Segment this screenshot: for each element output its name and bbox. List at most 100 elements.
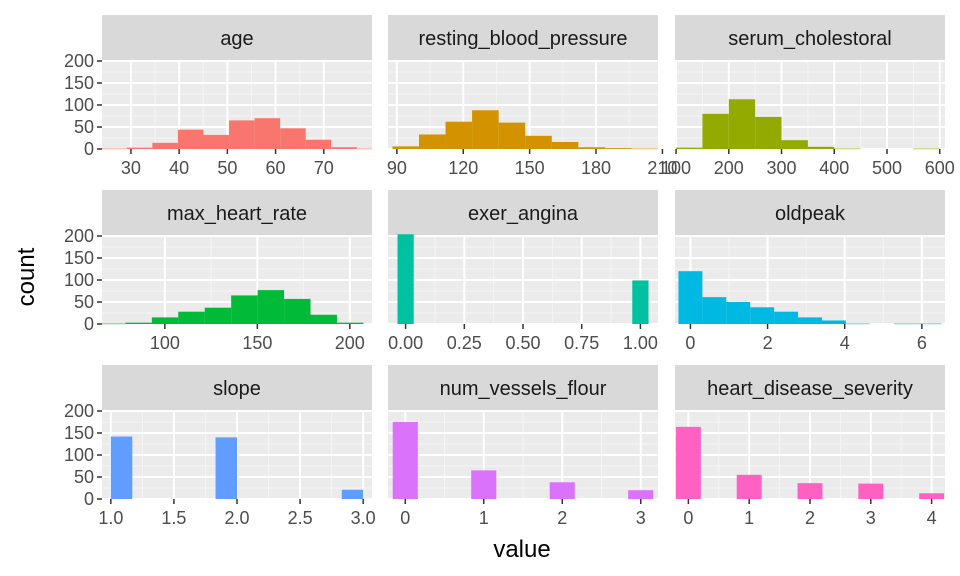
x-tick-label: 400 xyxy=(819,158,849,178)
y-tick-label: 150 xyxy=(64,423,94,443)
panel-serum-cholestoral: serum_cholestoral 100 200 300 400 500 600 xyxy=(661,15,955,178)
x-tick-label: 1 xyxy=(479,508,489,528)
histogram-bar xyxy=(397,234,414,324)
x-tick-label: 0.25 xyxy=(447,333,482,353)
panel-num-vessels-flour: num_vessels_flour 0 1 2 3 xyxy=(388,365,658,528)
x-tick-label: 3 xyxy=(636,508,646,528)
strip-label: resting_blood_pressure xyxy=(418,28,627,50)
x-tick-label: 600 xyxy=(925,158,955,178)
y-tick-label: 200 xyxy=(64,226,94,246)
y-tick-label: 0 xyxy=(84,314,94,334)
strip-background xyxy=(388,365,658,411)
histogram-bar xyxy=(178,311,205,324)
x-tick-label: 0 xyxy=(685,333,695,353)
strip-background xyxy=(102,365,372,411)
panel-oldpeak: oldpeak 0 2 4 6 xyxy=(675,190,945,353)
histogram-bar xyxy=(254,118,281,149)
strip-background xyxy=(388,15,658,61)
x-axis-title: value xyxy=(493,536,550,563)
histogram-bar xyxy=(284,298,311,324)
histogram-bar xyxy=(392,422,418,499)
strip-label: exer_angina xyxy=(468,203,579,225)
y-tick-label: 100 xyxy=(64,445,94,465)
x-tick-label: 4 xyxy=(840,333,850,353)
panel-exer-angina: exer_angina 0.00 0.25 0.50 0.75 1.00 xyxy=(388,190,658,353)
strip-background xyxy=(388,190,658,236)
y-tick-label: 50 xyxy=(74,117,94,137)
histogram-bar xyxy=(418,134,446,149)
histogram-bar xyxy=(336,322,364,324)
histogram-bar xyxy=(231,295,258,324)
histogram-bar xyxy=(257,290,285,324)
histogram-bar xyxy=(631,148,658,150)
histogram-bar xyxy=(472,110,499,149)
x-tick-label: 60 xyxy=(266,158,286,178)
histogram-bar xyxy=(797,483,823,499)
histogram-bar xyxy=(632,280,649,324)
histogram-bar xyxy=(913,148,940,150)
histogram-bar xyxy=(702,297,727,324)
y-tick-label: 0 xyxy=(84,139,94,159)
x-tick-label: 2.0 xyxy=(224,508,249,528)
histogram-bar xyxy=(781,140,808,149)
x-tick-label: 180 xyxy=(581,158,611,178)
histogram-bar xyxy=(845,323,870,325)
histogram-bar xyxy=(215,437,237,499)
histogram-bar xyxy=(675,426,701,499)
x-tick-label: 300 xyxy=(767,158,797,178)
y-tick-label: 150 xyxy=(64,73,94,93)
x-tick-label: 0.75 xyxy=(564,333,599,353)
x-tick-label: 100 xyxy=(150,333,180,353)
strip-background xyxy=(675,15,945,61)
histogram-bar xyxy=(203,134,230,149)
panel-heart-disease-severity: heart_disease_severity 0 1 2 3 4 xyxy=(675,365,945,528)
x-tick-label: 1.00 xyxy=(623,333,658,353)
x-tick-label: 0.00 xyxy=(388,333,423,353)
x-tick-label: 50 xyxy=(217,158,237,178)
x-tick-label: 2 xyxy=(557,508,567,528)
histogram-bar xyxy=(774,311,799,324)
histogram-bar xyxy=(341,489,364,499)
histogram-bar xyxy=(305,139,332,149)
histogram-bar xyxy=(392,146,419,149)
x-tick-label: 200 xyxy=(714,158,744,178)
y-tick-label: 150 xyxy=(64,248,94,268)
y-axis-title: count xyxy=(13,247,40,306)
histogram-bar xyxy=(755,116,782,149)
x-tick-label: 0 xyxy=(400,508,410,528)
histogram-bar xyxy=(919,493,945,499)
strip-label: oldpeak xyxy=(775,203,846,225)
histogram-bar xyxy=(728,99,756,149)
y-tick-label: 100 xyxy=(64,95,94,115)
histogram-bar xyxy=(551,141,579,149)
histogram-bar xyxy=(676,147,703,149)
x-tick-label: 1.5 xyxy=(161,508,186,528)
x-tick-label: 30 xyxy=(121,158,141,178)
histogram-bar xyxy=(280,128,306,149)
histogram-bar xyxy=(445,121,473,149)
histogram-bar xyxy=(356,148,372,150)
strip-background xyxy=(102,190,372,236)
strip-background xyxy=(675,365,945,411)
histogram-bar xyxy=(126,147,153,149)
histogram-bar xyxy=(604,148,632,149)
histogram-bar xyxy=(798,317,822,324)
histogram-bar xyxy=(858,483,884,499)
x-tick-label: 100 xyxy=(661,158,691,178)
strip-label: heart_disease_severity xyxy=(707,378,913,400)
y-tick-label: 0 xyxy=(84,489,94,509)
histogram-bar xyxy=(702,113,729,149)
x-tick-label: 90 xyxy=(387,158,407,178)
x-tick-label: 200 xyxy=(335,333,365,353)
histogram-bar xyxy=(177,129,204,149)
x-tick-label: 1.0 xyxy=(98,508,123,528)
y-tick-label: 200 xyxy=(64,51,94,71)
histogram-bar xyxy=(102,323,126,325)
histogram-bar xyxy=(152,142,178,149)
x-tick-label: 1 xyxy=(744,508,754,528)
histogram-bar xyxy=(125,322,152,324)
strip-label: slope xyxy=(213,378,261,400)
histogram-bar xyxy=(498,122,526,149)
